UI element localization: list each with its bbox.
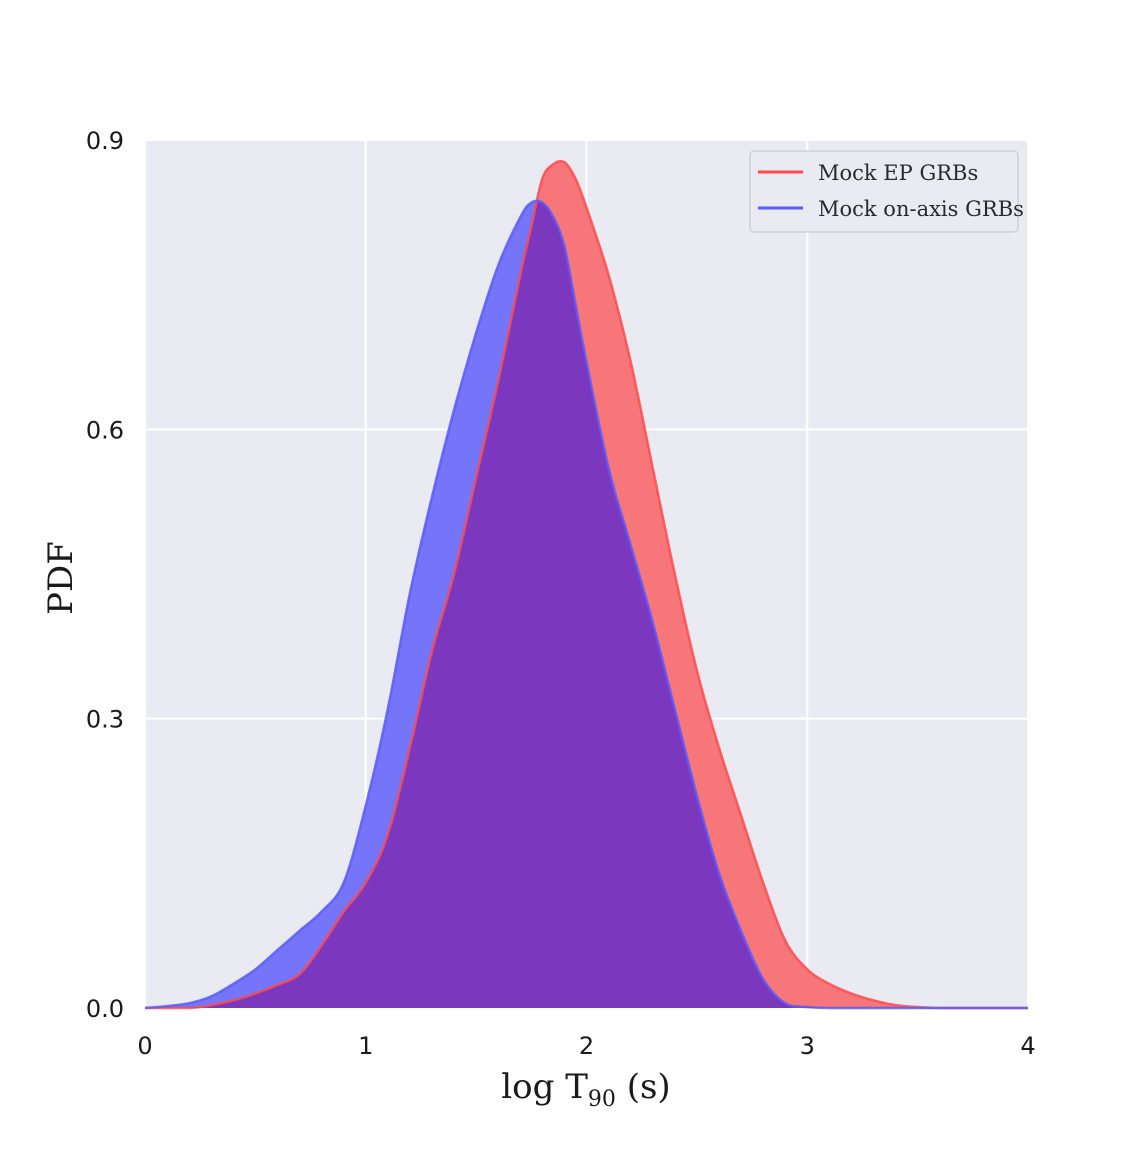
series-line-0 bbox=[145, 159, 1028, 1010]
y-tick-label-0: 0.0 bbox=[86, 995, 124, 1023]
y-tick-label-2: 0.6 bbox=[86, 416, 124, 444]
x-tick-label-1: 1 bbox=[358, 1032, 373, 1060]
x-axis-label: log T90 (s) bbox=[501, 1067, 670, 1112]
x-tick-label-0: 0 bbox=[137, 1032, 152, 1060]
legend-label-ep: Mock EP GRBs bbox=[818, 161, 978, 185]
legend-label-onaxis: Mock on-axis GRBs bbox=[818, 197, 1024, 221]
x-tick-labels: 0 1 2 3 4 bbox=[137, 1032, 1035, 1060]
y-axis-label: PDF bbox=[41, 541, 81, 615]
y-tick-label-3: 0.9 bbox=[86, 127, 124, 155]
x-tick-label-3: 3 bbox=[800, 1032, 815, 1060]
y-tick-labels: 0.0 0.3 0.6 0.9 bbox=[86, 127, 124, 1023]
x-tick-label-4: 4 bbox=[1020, 1032, 1035, 1060]
legend: Mock EP GRBs Mock on-axis GRBs bbox=[749, 150, 1024, 233]
series-line-1 bbox=[144, 199, 1028, 1010]
x-tick-label-2: 2 bbox=[579, 1032, 594, 1060]
series-areas bbox=[144, 159, 1028, 1010]
legend-box bbox=[749, 150, 1019, 233]
y-tick-label-1: 0.3 bbox=[86, 706, 124, 734]
